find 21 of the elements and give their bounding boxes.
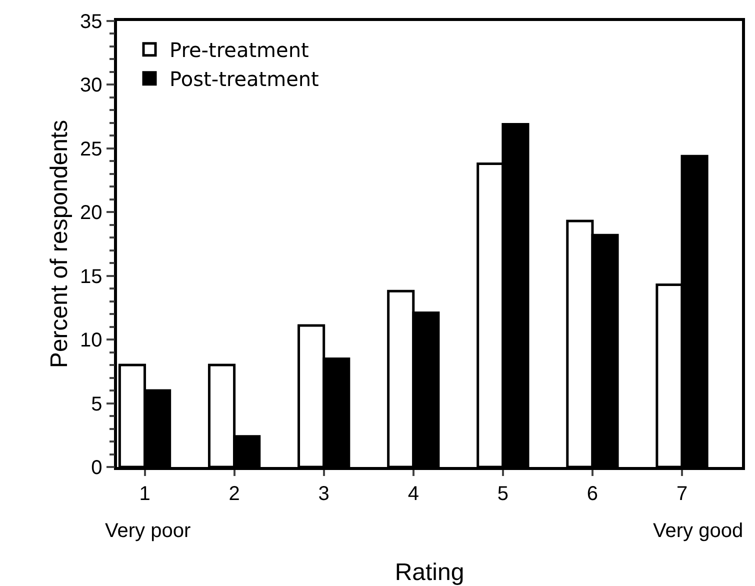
x-tick-label: 6 bbox=[586, 482, 598, 505]
x-axis-title: Rating bbox=[394, 559, 464, 586]
x-tick-label: 7 bbox=[676, 482, 688, 505]
y-tick-label: 10 bbox=[80, 330, 102, 352]
text: Very poor bbox=[105, 520, 191, 542]
y-tick-label: 25 bbox=[80, 138, 102, 160]
x-tick-label: 5 bbox=[497, 482, 508, 505]
x-tick-label: 3 bbox=[318, 482, 330, 505]
y-tick-label: 5 bbox=[91, 393, 102, 416]
x-tick-label: 1 bbox=[139, 482, 150, 505]
y-tick-label: 30 bbox=[80, 74, 102, 97]
x-tick-label: 4 bbox=[408, 482, 419, 505]
legend-label: Pre-treatment bbox=[170, 38, 310, 62]
x-tick-label: 2 bbox=[228, 482, 240, 505]
y-tick-label: 35 bbox=[80, 11, 102, 33]
y-axis-title: Percent of respondents bbox=[46, 120, 74, 368]
y-tick-label: 0 bbox=[91, 457, 102, 479]
y-tick-label: 20 bbox=[80, 202, 102, 224]
legend-label: Post-treatment bbox=[170, 67, 320, 92]
y-tick-label: 15 bbox=[80, 266, 102, 288]
text: Very good bbox=[653, 520, 744, 542]
